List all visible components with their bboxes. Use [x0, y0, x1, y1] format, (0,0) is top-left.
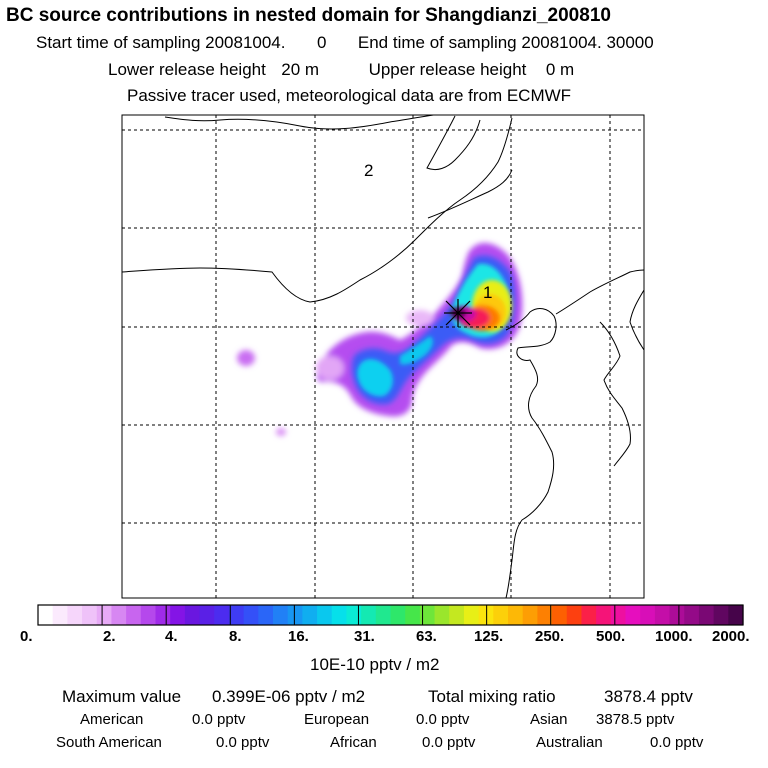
colorbar-swatch [155, 605, 171, 625]
colorbar-swatch [493, 605, 509, 625]
tracer-note: Passive tracer used, meteorological data… [127, 86, 572, 105]
colorbar-swatch [698, 605, 715, 625]
total-mixing-label: Total mixing ratio [428, 687, 556, 706]
lower-release-label: Lower release height [108, 60, 266, 79]
start-time-label: Start time of sampling 20081004. [36, 33, 286, 52]
colorbar-swatch [713, 605, 729, 625]
colorbar-tick: 0. [20, 628, 33, 645]
colorbar-swatch [170, 605, 186, 625]
max-value: 0.399E-06 pptv / m2 [212, 687, 366, 706]
colorbar-swatch [111, 605, 127, 625]
colorbar-swatch [390, 605, 406, 625]
region-value: 0.0 pptv [216, 734, 270, 751]
upper-release-label: Upper release height [368, 60, 527, 79]
colorbar-tick: 500. [596, 628, 626, 645]
colorbar-swatch [610, 605, 627, 625]
colorbar-swatch [52, 605, 68, 625]
region-value: 0.0 pptv [192, 711, 246, 728]
colorbar-tick: 2. [103, 628, 116, 645]
colorbar-swatch [96, 605, 113, 625]
colorbar-swatch [243, 605, 259, 625]
colorbar-swatch [375, 605, 392, 625]
station-marker-2: 2 [364, 161, 373, 180]
map-frame [121, 114, 645, 599]
total-mixing-value: 3878.4 pptv [604, 687, 693, 706]
colorbar-swatch [684, 605, 700, 625]
colorbar-tick: 1000. [655, 628, 693, 645]
colorbar-swatch [258, 605, 274, 625]
end-time-label: End time of sampling 20081004. 30000 [357, 33, 654, 52]
colorbar-swatch [566, 605, 583, 625]
colorbar-swatch [184, 605, 201, 625]
colorbar-tick: 16. [288, 628, 309, 645]
colorbar-swatch [537, 605, 553, 625]
colorbar-tick: 63. [416, 628, 437, 645]
colorbar-swatch [596, 605, 612, 625]
map-area: 1 2 [122, 115, 644, 598]
colorbar-swatch [625, 605, 641, 625]
region-value: 3878.5 pptv [596, 711, 675, 728]
release-height-line: Lower release height 20 m Upper release … [108, 60, 574, 80]
colorbar-swatch [126, 605, 142, 625]
colorbar-swatch [669, 605, 685, 625]
colorbar-swatch [449, 605, 465, 625]
colorbar-swatch [67, 605, 83, 625]
colorbar-tick: 125. [474, 628, 504, 645]
colorbar-swatch [199, 605, 215, 625]
colorbar-swatch [140, 605, 157, 625]
colorbar-swatch [434, 605, 450, 625]
colorbar-swatch [82, 605, 98, 625]
colorbar-swatch [405, 605, 421, 625]
region-value: 0.0 pptv [422, 734, 476, 751]
region-name: Australian [536, 734, 603, 751]
colorbar-swatch [581, 605, 597, 625]
plot-title: BC source contributions in nested domain… [6, 5, 611, 26]
colorbar-swatch [214, 605, 230, 625]
max-value-label: Maximum value [62, 687, 182, 706]
coastlines [122, 115, 644, 598]
region-value: 0.0 pptv [650, 734, 704, 751]
colorbar-tick: 31. [354, 628, 375, 645]
receptor-marker [444, 299, 472, 327]
colorbar-swatch [463, 605, 480, 625]
concentration-plume [237, 242, 523, 436]
colorbar-swatch [287, 605, 303, 625]
sampling-time-line: Start time of sampling 20081004. 0 End t… [36, 33, 654, 53]
colorbar-unit-label: 10E-10 pptv / m2 [310, 655, 440, 674]
plume-core [450, 280, 512, 332]
colorbar-swatch [728, 605, 744, 625]
colorbar-swatch [38, 605, 54, 625]
start-time-value: 0 [316, 33, 327, 52]
colorbar-swatch [346, 605, 362, 625]
colorbar-tick: 4. [165, 628, 178, 645]
colorbar-swatch [640, 605, 656, 625]
region-name: Asian [530, 711, 568, 728]
colorbar-swatch [273, 605, 289, 625]
colorbar-swatch [317, 605, 333, 625]
lower-release-value: 20 m [281, 60, 320, 79]
region-name: South American [56, 734, 162, 751]
colorbar-tick: 2000. [712, 628, 750, 645]
region-value: 0.0 pptv [416, 711, 470, 728]
colorbar-swatch [331, 605, 348, 625]
region-name: American [80, 711, 144, 728]
colorbar-frame [37, 604, 744, 626]
colorbar-swatch [508, 605, 524, 625]
colorbar [38, 605, 744, 625]
lat-lon-grid [122, 115, 644, 598]
colorbar-swatch [361, 605, 377, 625]
colorbar-swatch [552, 605, 568, 625]
region-name: African [330, 734, 377, 751]
colorbar-swatch [228, 605, 245, 625]
upper-release-value: 0 m [545, 60, 575, 79]
colorbar-swatch [654, 605, 671, 625]
colorbar-swatch [522, 605, 538, 625]
colorbar-swatch [302, 605, 318, 625]
region-name: European [304, 711, 370, 728]
colorbar-tick: 8. [229, 628, 242, 645]
station-marker-1: 1 [483, 283, 492, 302]
colorbar-tick: 250. [535, 628, 565, 645]
colorbar-swatch [419, 605, 436, 625]
